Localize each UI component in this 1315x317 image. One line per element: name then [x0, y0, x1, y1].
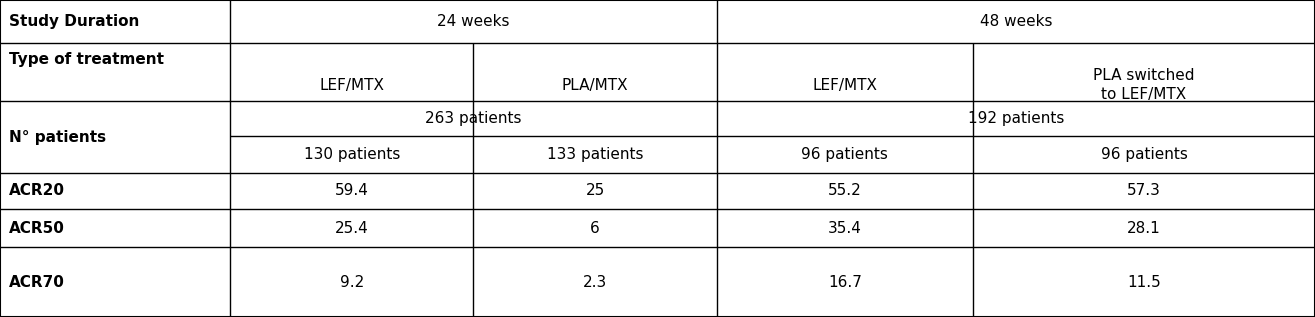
Text: 96 patients: 96 patients — [801, 147, 889, 162]
Text: N° patients: N° patients — [9, 130, 107, 145]
Text: 9.2: 9.2 — [339, 275, 364, 290]
Text: PLA/MTX: PLA/MTX — [562, 78, 629, 93]
Text: 25: 25 — [585, 184, 605, 198]
Text: 2.3: 2.3 — [583, 275, 608, 290]
Text: Type of treatment: Type of treatment — [9, 52, 164, 67]
Text: 57.3: 57.3 — [1127, 184, 1161, 198]
Text: 28.1: 28.1 — [1127, 221, 1161, 236]
Text: 55.2: 55.2 — [828, 184, 861, 198]
Text: 16.7: 16.7 — [828, 275, 861, 290]
Text: 6: 6 — [590, 221, 600, 236]
Text: 192 patients: 192 patients — [968, 111, 1064, 126]
Text: 130 patients: 130 patients — [304, 147, 400, 162]
Text: 48 weeks: 48 weeks — [980, 14, 1052, 29]
Text: ACR20: ACR20 — [9, 184, 66, 198]
Text: ACR70: ACR70 — [9, 275, 64, 290]
Text: Study Duration: Study Duration — [9, 14, 139, 29]
Text: LEF/MTX: LEF/MTX — [813, 78, 877, 93]
Text: ACR50: ACR50 — [9, 221, 64, 236]
Text: 35.4: 35.4 — [828, 221, 861, 236]
Text: PLA switched
to LEF/MTX: PLA switched to LEF/MTX — [1093, 68, 1195, 102]
Text: 59.4: 59.4 — [335, 184, 368, 198]
Text: 263 patients: 263 patients — [425, 111, 522, 126]
Text: 133 patients: 133 patients — [547, 147, 643, 162]
Text: 25.4: 25.4 — [335, 221, 368, 236]
Text: 96 patients: 96 patients — [1101, 147, 1187, 162]
Text: 11.5: 11.5 — [1127, 275, 1161, 290]
Text: 24 weeks: 24 weeks — [437, 14, 510, 29]
Text: LEF/MTX: LEF/MTX — [320, 78, 384, 93]
